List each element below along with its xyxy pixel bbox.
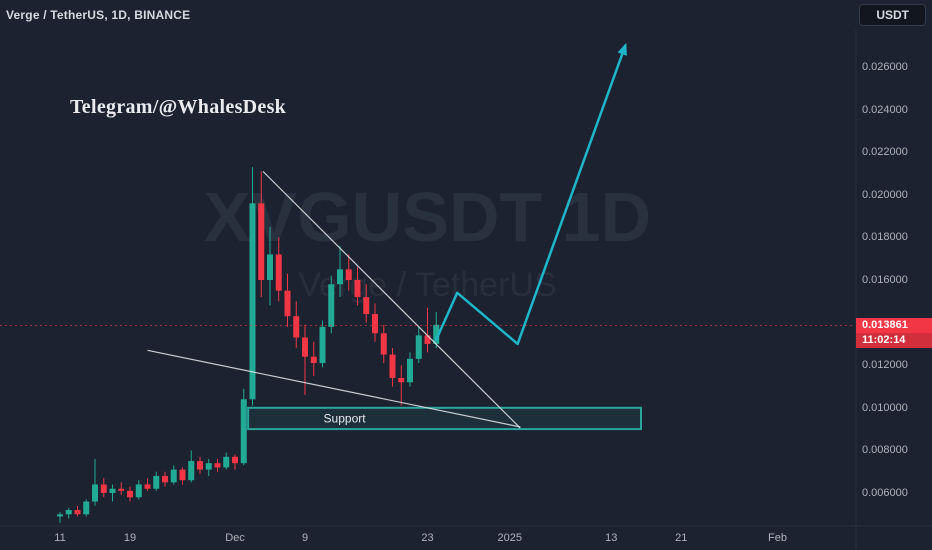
candle-body: [144, 484, 151, 489]
price-axis-tick: 0.026000: [862, 61, 908, 73]
candle-body: [100, 484, 107, 493]
candle-body: [162, 475, 168, 483]
time-axis-tick: Feb: [768, 532, 787, 544]
trend-line[interactable]: [262, 170, 521, 429]
candle-body: [214, 463, 221, 468]
time-axis-tick: 23: [421, 532, 434, 544]
candle-body: [310, 356, 317, 364]
candle-body: [74, 510, 81, 515]
candle-body: [153, 475, 160, 489]
candle-body: [319, 326, 326, 364]
time-axis-tick: 21: [675, 532, 688, 544]
price-axis-tick: 0.010000: [862, 401, 908, 414]
candle-body: [65, 510, 72, 515]
candle-body: [354, 280, 361, 298]
candle-body: [232, 456, 238, 464]
topbar: Verge / TetherUS, 1D, BINANCE USDT: [0, 0, 932, 30]
symbol-title[interactable]: Verge / TetherUS, 1D, BINANCE: [6, 8, 191, 22]
candle-body: [293, 316, 300, 338]
candle-body: [258, 203, 265, 280]
price-axis-tick: 0.024000: [862, 103, 908, 116]
candle-body: [284, 290, 291, 317]
candle-body: [363, 297, 370, 315]
time-axis-tick: 9: [301, 532, 309, 544]
price-axis-tick: 0.018000: [862, 231, 908, 244]
candle-body: [83, 501, 90, 515]
candle-body: [380, 333, 387, 355]
candle-body: [197, 461, 203, 470]
projection-arrow[interactable]: [435, 42, 627, 346]
price-axis-tick: 0.022000: [862, 146, 908, 159]
candle-body: [328, 284, 335, 327]
time-axis-tick: Dec: [225, 532, 245, 544]
candle-body: [424, 335, 431, 344]
price-axis-tick: 0.020000: [862, 188, 908, 201]
time-axis-tick: 13: [605, 532, 618, 544]
candle-body: [135, 484, 142, 498]
currency-usdt-button[interactable]: USDT: [859, 4, 926, 26]
candle-body: [345, 269, 352, 280]
candle-body: [57, 514, 63, 517]
time-axis-tick: 11: [54, 532, 66, 544]
candle-body: [407, 358, 413, 383]
price-axis-tick: 0.008000: [862, 444, 908, 457]
candle-body: [302, 337, 308, 357]
price-axis-tick: 0.016000: [862, 274, 908, 286]
price-axis-tick: 0.012000: [862, 359, 908, 372]
current-price-value: 0.013861: [856, 318, 932, 334]
candle-body: [179, 469, 186, 481]
candle-body: [389, 354, 396, 378]
candle-body: [398, 377, 405, 383]
candle-body: [249, 203, 256, 400]
time-axis-tick: 19: [123, 532, 137, 544]
candle-body: [337, 269, 343, 285]
candle-body: [223, 456, 230, 468]
candle-body: [127, 490, 133, 498]
current-price-label[interactable]: 0.013861 11:02:14: [856, 318, 932, 349]
candle-body: [170, 469, 177, 483]
time-axis-tick: 2025: [497, 532, 522, 544]
candle-body: [267, 254, 273, 280]
chart-pane[interactable]: Support: [0, 30, 932, 550]
support-zone[interactable]: [247, 406, 642, 431]
candle-body: [118, 488, 125, 491]
candle-body: [275, 254, 282, 291]
price-axis-tick: 0.006000: [862, 487, 908, 499]
support-zone-label: Support: [324, 411, 367, 425]
price-axis[interactable]: 0.026000 0.024000 0.022000 0.020000 0.018000…: [856, 30, 932, 526]
trend-line[interactable]: [147, 349, 521, 428]
chart-area: XVGUSDT 1D Verge / TetherUS Support Tele…: [0, 30, 932, 550]
time-axis[interactable]: 11 19 Dec 9 23 2025 13 21 Feb: [0, 526, 932, 550]
candle-body: [372, 314, 378, 334]
candle-body: [188, 461, 195, 481]
candle-body: [205, 463, 212, 470]
candle-body: [109, 488, 116, 493]
candle-countdown: 11:02:14: [856, 333, 932, 349]
candle-body: [433, 324, 440, 344]
candle-body: [92, 484, 98, 502]
candle-body: [415, 335, 422, 359]
candle-body: [240, 399, 247, 464]
